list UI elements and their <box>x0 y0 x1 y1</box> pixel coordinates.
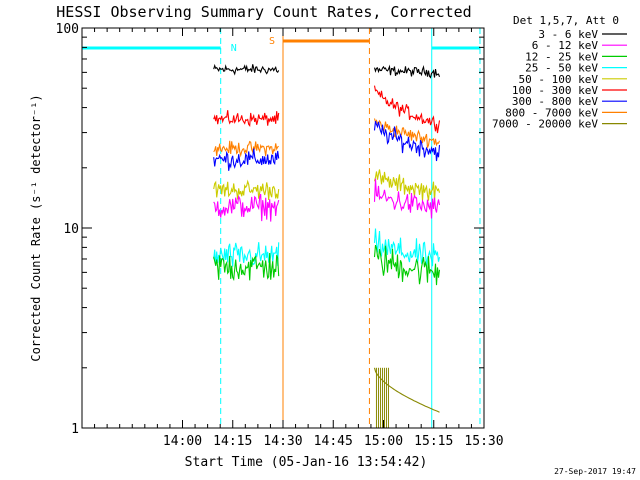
x-tick-label-6: 15:30 <box>464 434 503 449</box>
x-tick-label-4: 15:00 <box>364 434 403 449</box>
series-line-7-seg1 <box>213 140 279 158</box>
legend-header: Det 1,5,7, Att 0 <box>513 14 619 27</box>
series-line-1-seg1 <box>213 193 280 222</box>
x-tick-label-5: 15:15 <box>414 434 453 449</box>
series-line-8-seg2 <box>373 367 440 413</box>
chart-title: HESSI Observing Summary Count Rates, Cor… <box>56 3 471 21</box>
series-line-5-seg2 <box>373 85 441 134</box>
x-tick-label-2: 14:30 <box>263 434 302 449</box>
legend-label-5: 100 - 300 keV <box>512 84 598 97</box>
x-axis-label: Start Time (05-Jan-16 13:54:42) <box>185 455 428 470</box>
legend-label-1: 6 - 12 keV <box>532 39 599 52</box>
legend-label-3: 25 - 50 keV <box>525 62 598 75</box>
legend-label-4: 50 - 100 keV <box>519 73 599 86</box>
series-line-4-seg2 <box>373 169 441 202</box>
x-tick-label-1: 14:15 <box>213 434 252 449</box>
y-tick-label-2: 100 <box>56 22 79 37</box>
series-line-3-seg2 <box>373 228 441 267</box>
legend-label-8: 7000 - 20000 keV <box>492 118 598 131</box>
series-line-6-seg2 <box>373 121 441 162</box>
legend-label-2: 12 - 25 keV <box>525 50 598 63</box>
y-tick-label-0: 1 <box>71 422 79 437</box>
x-tick-label-0: 14:00 <box>163 434 202 449</box>
series-line-0-seg1 <box>213 63 280 76</box>
series-line-2-seg2 <box>373 244 441 286</box>
legend-label-0: 3 - 6 keV <box>538 28 598 41</box>
night-label: N <box>231 43 237 54</box>
axes-layer: 14:00 14:15 14:30 14:45 15:00 15:15 15:30 1 10 10… <box>56 22 504 449</box>
legend-label-6: 300 - 800 keV <box>512 95 598 108</box>
y-axis-label: Corrected Count Rate (s⁻¹ detector⁻¹) <box>29 94 43 361</box>
legend-label-7: 800 - 7000 keV <box>505 106 598 119</box>
series-line-0-seg2 <box>373 64 441 79</box>
series-line-3-seg1 <box>213 242 280 267</box>
series-line-7-seg2 <box>373 118 441 148</box>
y-tick-label-1: 10 <box>63 222 79 237</box>
x-tick-label-3: 14:45 <box>314 434 353 449</box>
series-line-1-seg2 <box>373 178 441 219</box>
saa-label: S <box>269 36 275 47</box>
series-line-4-seg1 <box>213 179 280 200</box>
series-layer <box>213 63 441 429</box>
series-line-6-seg1 <box>213 148 280 171</box>
series-line-2-seg1 <box>213 252 280 282</box>
series-line-5-seg1 <box>213 110 280 127</box>
footer-date: 27-Sep-2017 19:47 <box>554 467 636 476</box>
